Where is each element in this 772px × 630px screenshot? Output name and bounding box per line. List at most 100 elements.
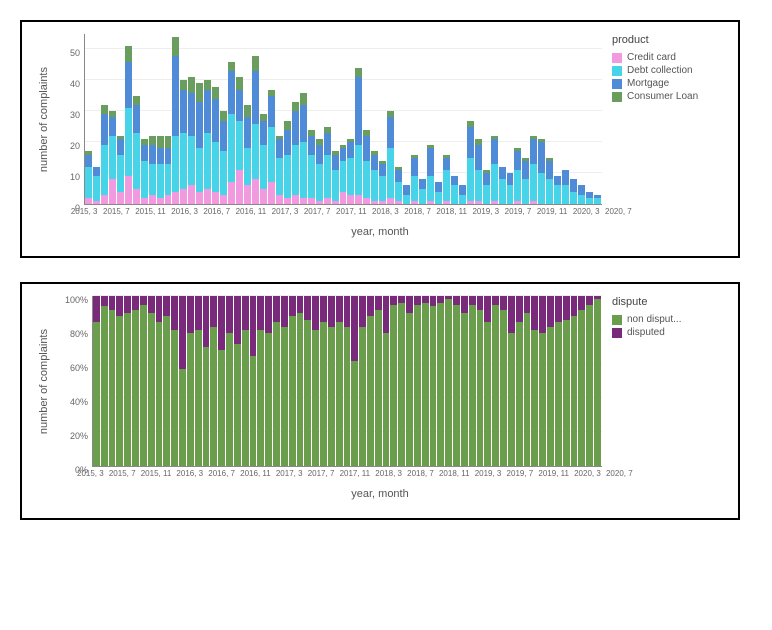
bar [304, 296, 311, 466]
segment-mortgage [300, 105, 307, 142]
segment-credit_card [228, 182, 235, 204]
segment-mortgage [276, 139, 283, 158]
bar [320, 296, 327, 466]
segment-debt_collection [188, 136, 195, 185]
segment-consumer_loan [125, 46, 132, 61]
bar [163, 296, 170, 466]
segment-credit_card [133, 189, 140, 204]
xtick-label: 2020, 7 [606, 469, 633, 478]
segment-non_disputed [422, 303, 429, 466]
segment-mortgage [451, 176, 458, 185]
xtick-label: 2018, 7 [404, 207, 431, 216]
legend-label-debt_collection: Debt collection [627, 65, 693, 76]
segment-credit_card [220, 195, 227, 204]
segment-mortgage [514, 151, 521, 170]
segment-debt_collection [252, 124, 259, 180]
segment-debt_collection [125, 108, 132, 176]
bar [419, 179, 426, 204]
bar [492, 296, 499, 466]
segment-credit_card [387, 198, 394, 204]
bar [586, 296, 593, 466]
yaxis-2: 0%20%40%60%80%100% [56, 296, 92, 466]
segment-non_disputed [210, 327, 217, 466]
xtick-label: 2016, 7 [208, 469, 235, 478]
bar [273, 296, 280, 466]
segment-disputed [109, 296, 116, 310]
segment-disputed [210, 296, 217, 327]
segment-debt_collection [594, 198, 601, 204]
bar [414, 296, 421, 466]
bar [571, 296, 578, 466]
bar [530, 136, 537, 204]
segment-disputed [273, 296, 280, 322]
bar [514, 148, 521, 204]
segment-debt_collection [260, 145, 267, 188]
bar [336, 296, 343, 466]
segment-non_disputed [586, 305, 593, 467]
bar [387, 111, 394, 204]
legend-item-non_disputed: non disput... [612, 314, 722, 325]
segment-non_disputed [203, 347, 210, 466]
segment-credit_card [149, 195, 156, 204]
segment-debt_collection [379, 176, 386, 201]
segment-debt_collection [212, 142, 219, 191]
segment-credit_card [85, 198, 92, 204]
segment-credit_card [109, 179, 116, 204]
segment-disputed [116, 296, 123, 316]
bar [451, 176, 458, 204]
swatch-disputed [612, 328, 622, 338]
xtick-label: 2017, 11 [340, 469, 371, 478]
bar [244, 105, 251, 204]
legend-item-mortgage: Mortgage [612, 78, 722, 89]
segment-credit_card [379, 201, 386, 204]
segment-debt_collection [324, 155, 331, 198]
bar [218, 296, 225, 466]
bar [188, 77, 195, 204]
segment-debt_collection [101, 145, 108, 194]
segment-debt_collection [165, 164, 172, 195]
segment-debt_collection [228, 114, 235, 182]
segment-debt_collection [347, 158, 354, 195]
segment-non_disputed [390, 305, 397, 467]
segment-non_disputed [93, 322, 100, 467]
segment-disputed [516, 296, 523, 322]
segment-mortgage [507, 173, 514, 185]
legend-label-credit_card: Credit card [627, 52, 676, 63]
segment-non_disputed [226, 333, 233, 466]
bar [284, 121, 291, 204]
bar [383, 296, 390, 466]
segment-disputed [156, 296, 163, 322]
segment-mortgage [554, 176, 561, 185]
bar [570, 179, 577, 204]
xtick-label: 2016, 7 [203, 207, 230, 216]
segment-disputed [297, 296, 304, 313]
segment-consumer_loan [355, 68, 362, 77]
bar [328, 296, 335, 466]
bar [157, 136, 164, 204]
bar [212, 87, 219, 204]
xtick-label: 2018, 7 [407, 469, 434, 478]
segment-debt_collection [93, 176, 100, 201]
segment-disputed [477, 296, 484, 310]
bar [461, 296, 468, 466]
bar [257, 296, 264, 466]
bar [578, 296, 585, 466]
segment-disputed [132, 296, 139, 310]
bar [220, 111, 227, 204]
bar [196, 83, 203, 204]
segment-consumer_loan [172, 37, 179, 56]
bar [316, 139, 323, 204]
swatch-mortgage [612, 79, 622, 89]
bar [252, 56, 259, 204]
segment-mortgage [435, 182, 442, 191]
bar [563, 296, 570, 466]
bar [507, 173, 514, 204]
xtick-label: 2017, 3 [272, 207, 299, 216]
bar [445, 296, 452, 466]
bar [101, 105, 108, 204]
bar [524, 296, 531, 466]
bar [351, 296, 358, 466]
bar [125, 46, 132, 204]
bar [292, 102, 299, 204]
segment-consumer_loan [101, 105, 108, 114]
